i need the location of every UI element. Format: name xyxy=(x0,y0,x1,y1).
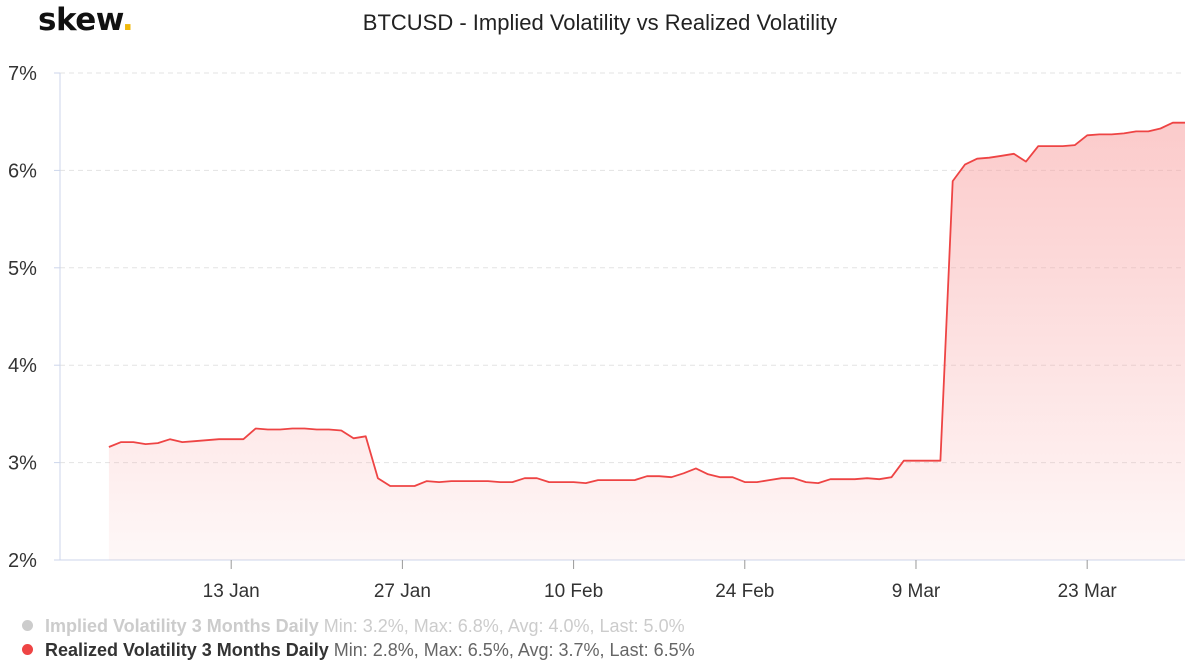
series-line-realized-volatility xyxy=(108,121,1185,487)
y-tick-label: 4% xyxy=(8,355,37,377)
legend-name-realized: Realized Volatility 3 Months Daily xyxy=(45,640,329,660)
y-tick-label: 3% xyxy=(8,453,37,475)
x-tick-label: 27 Jan xyxy=(374,581,431,602)
legend-marker-implied xyxy=(22,620,33,631)
y-tick-label: 2% xyxy=(8,550,37,572)
x-tick-label: 10 Feb xyxy=(544,581,603,602)
y-tick-label: 7% xyxy=(8,63,37,85)
legend-stats-realized: Min: 2.8%, Max: 6.5%, Avg: 3.7%, Last: 6… xyxy=(333,640,695,660)
legend-marker-realized xyxy=(22,644,33,655)
skew-logo: skew. xyxy=(38,2,134,38)
logo-text: skew xyxy=(38,2,122,38)
y-tick-label: 6% xyxy=(8,160,37,182)
legend-stats-implied: Min: 3.2%, Max: 6.8%, Avg: 4.0%, Last: 5… xyxy=(323,616,685,636)
series-layer xyxy=(108,121,1185,560)
y-axis: 2% 3% 4% 5% 6% 7% xyxy=(8,63,61,572)
x-tick-label: 23 Mar xyxy=(1058,581,1118,602)
logo-dot: . xyxy=(121,2,134,38)
series-area-realized-volatility xyxy=(108,122,1185,560)
x-axis: 13 Jan 27 Jan 10 Feb 24 Feb 9 Mar 23 Mar xyxy=(60,559,1185,602)
x-tick-label: 13 Jan xyxy=(203,581,260,602)
chart-title: BTCUSD - Implied Volatility vs Realized … xyxy=(362,10,838,35)
legend-item-implied-volatility[interactable]: Implied Volatility 3 Months Daily Min: 3… xyxy=(22,616,685,637)
x-tick-label: 24 Feb xyxy=(715,581,774,602)
legend-name-implied: Implied Volatility 3 Months Daily xyxy=(45,616,319,636)
x-tick-label: 9 Mar xyxy=(892,581,941,602)
y-tick-label: 5% xyxy=(8,258,37,280)
legend-item-realized-volatility[interactable]: Realized Volatility 3 Months Daily Min: … xyxy=(22,640,695,661)
